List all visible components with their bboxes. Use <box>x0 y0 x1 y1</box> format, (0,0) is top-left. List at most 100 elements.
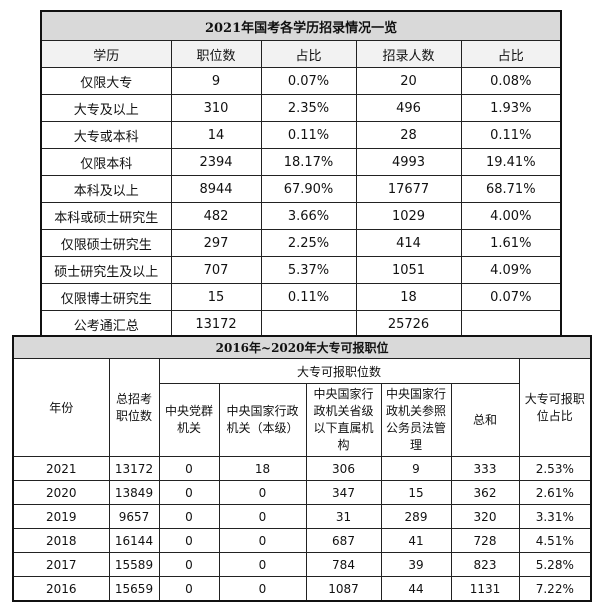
header-cell: 学历 <box>40 40 172 68</box>
table-row: 公考通汇总 13172 25726 <box>40 310 562 339</box>
table-cell: 2394 <box>170 148 262 176</box>
header-cell: 中央党群机关 <box>158 383 220 457</box>
table-cell: 0.07% <box>460 283 562 311</box>
table-cell: 2017 <box>12 552 110 577</box>
table-cell: 9657 <box>108 504 160 529</box>
table-cell: 8944 <box>170 175 262 203</box>
table-row: 仅限博士研究生 15 0.11% 18 0.07% <box>40 283 562 311</box>
table-cell: 4.00% <box>460 202 562 230</box>
table-cell: 18 <box>355 283 462 311</box>
table-cell: 13849 <box>108 480 160 505</box>
table-row: 2016 15659 0 0 1087 44 1131 7.22% <box>12 576 592 602</box>
table-cell: 5.37% <box>260 256 357 284</box>
table-cell: 297 <box>170 229 262 257</box>
header-cell: 招录人数 <box>355 40 462 68</box>
table-cell: 5.28% <box>518 552 592 577</box>
table-cell: 2021 <box>12 456 110 481</box>
education-table: 2021年国考各学历招录情况一览 学历 职位数 占比 招录人数 占比 仅限大专 9 0.07%… <box>40 10 563 339</box>
table-cell: 2.53% <box>518 456 592 481</box>
table-row: 2020 13849 0 0 347 15 362 2.61% <box>12 480 592 505</box>
table-row: 仅限本科 2394 18.17% 4993 19.41% <box>40 148 562 176</box>
header-cell: 大专可报职位占比 <box>518 358 592 457</box>
table-cell: 28 <box>355 121 462 149</box>
table-cell: 仅限大专 <box>40 67 172 95</box>
table-cell: 16144 <box>108 528 160 553</box>
table-cell: 320 <box>450 504 520 529</box>
table-row: 仅限硕士研究生 297 2.25% 414 1.61% <box>40 229 562 257</box>
table-cell: 784 <box>305 552 382 577</box>
total-recruits: 25726 <box>355 310 462 339</box>
header-cell: 中央国家行政机关省级以下直属机构 <box>305 383 382 457</box>
table-cell: 仅限博士研究生 <box>40 283 172 311</box>
table-row: 2018 16144 0 0 687 41 728 4.51% <box>12 528 592 553</box>
table-cell: 19.41% <box>460 148 562 176</box>
table-cell: 9 <box>380 456 452 481</box>
table-cell: 0.11% <box>460 121 562 149</box>
header-cell: 中央国家行政机关（本级） <box>218 383 307 457</box>
table-cell: 0 <box>218 528 307 553</box>
table-cell: 289 <box>380 504 452 529</box>
table-row: 本科及以上 8944 67.90% 17677 68.71% <box>40 175 562 203</box>
table-cell: 大专及以上 <box>40 94 172 122</box>
table-cell: 7.22% <box>518 576 592 602</box>
table-cell: 仅限本科 <box>40 148 172 176</box>
header-cell: 大专可报职位数 <box>158 358 520 384</box>
table-cell: 15659 <box>108 576 160 602</box>
table-cell: 14 <box>170 121 262 149</box>
table-cell: 本科及以上 <box>40 175 172 203</box>
table-cell: 687 <box>305 528 382 553</box>
table-cell: 本科或硕士研究生 <box>40 202 172 230</box>
table-row: 硕士研究生及以上 707 5.37% 1051 4.09% <box>40 256 562 284</box>
header-cell: 职位数 <box>170 40 262 68</box>
table-cell: 15 <box>170 283 262 311</box>
table-cell: 31 <box>305 504 382 529</box>
college-positions-table: 2016年~2020年大专可报职位 年份 总招考职位数 大专可报职位数 大专可报… <box>12 335 593 602</box>
table-cell: 1.93% <box>460 94 562 122</box>
table-cell: 0 <box>158 480 220 505</box>
total-label: 公考通汇总 <box>40 310 172 339</box>
table-cell: 39 <box>380 552 452 577</box>
table-cell: 0.07% <box>260 67 357 95</box>
table-cell: 4.09% <box>460 256 562 284</box>
table-cell: 18.17% <box>260 148 357 176</box>
table-cell: 1087 <box>305 576 382 602</box>
header-cell: 总和 <box>450 383 520 457</box>
table-cell: 414 <box>355 229 462 257</box>
table-cell: 0 <box>218 552 307 577</box>
table-cell <box>460 310 562 339</box>
table-cell: 0 <box>158 576 220 602</box>
table-cell: 496 <box>355 94 462 122</box>
table-row: 大专或本科 14 0.11% 28 0.11% <box>40 121 562 149</box>
table-cell <box>260 310 357 339</box>
table-row: 2017 15589 0 0 784 39 823 5.28% <box>12 552 592 577</box>
table-row: 2019 9657 0 0 31 289 320 3.31% <box>12 504 592 529</box>
table-cell: 0 <box>218 480 307 505</box>
table-cell: 0 <box>158 504 220 529</box>
table-cell: 2018 <box>12 528 110 553</box>
table-cell: 0.11% <box>260 121 357 149</box>
table-cell: 347 <box>305 480 382 505</box>
table-cell: 44 <box>380 576 452 602</box>
table-cell: 67.90% <box>260 175 357 203</box>
table-cell: 2.61% <box>518 480 592 505</box>
table-cell: 68.71% <box>460 175 562 203</box>
total-positions: 13172 <box>170 310 262 339</box>
table-cell: 0.08% <box>460 67 562 95</box>
table-cell: 0 <box>158 456 220 481</box>
table-cell: 13172 <box>108 456 160 481</box>
table-row: 大专及以上 310 2.35% 496 1.93% <box>40 94 562 122</box>
table-row: 本科或硕士研究生 482 3.66% 1029 4.00% <box>40 202 562 230</box>
table-cell: 17677 <box>355 175 462 203</box>
table-cell: 1029 <box>355 202 462 230</box>
header-cell: 中央国家行政机关参照公务员法管理 <box>380 383 452 457</box>
table-cell: 20 <box>355 67 462 95</box>
table-cell: 18 <box>218 456 307 481</box>
table-cell: 硕士研究生及以上 <box>40 256 172 284</box>
header-cell: 占比 <box>460 40 562 68</box>
table-cell: 333 <box>450 456 520 481</box>
table-cell: 1051 <box>355 256 462 284</box>
table-cell: 2020 <box>12 480 110 505</box>
table-cell: 15 <box>380 480 452 505</box>
table-cell: 0.11% <box>260 283 357 311</box>
